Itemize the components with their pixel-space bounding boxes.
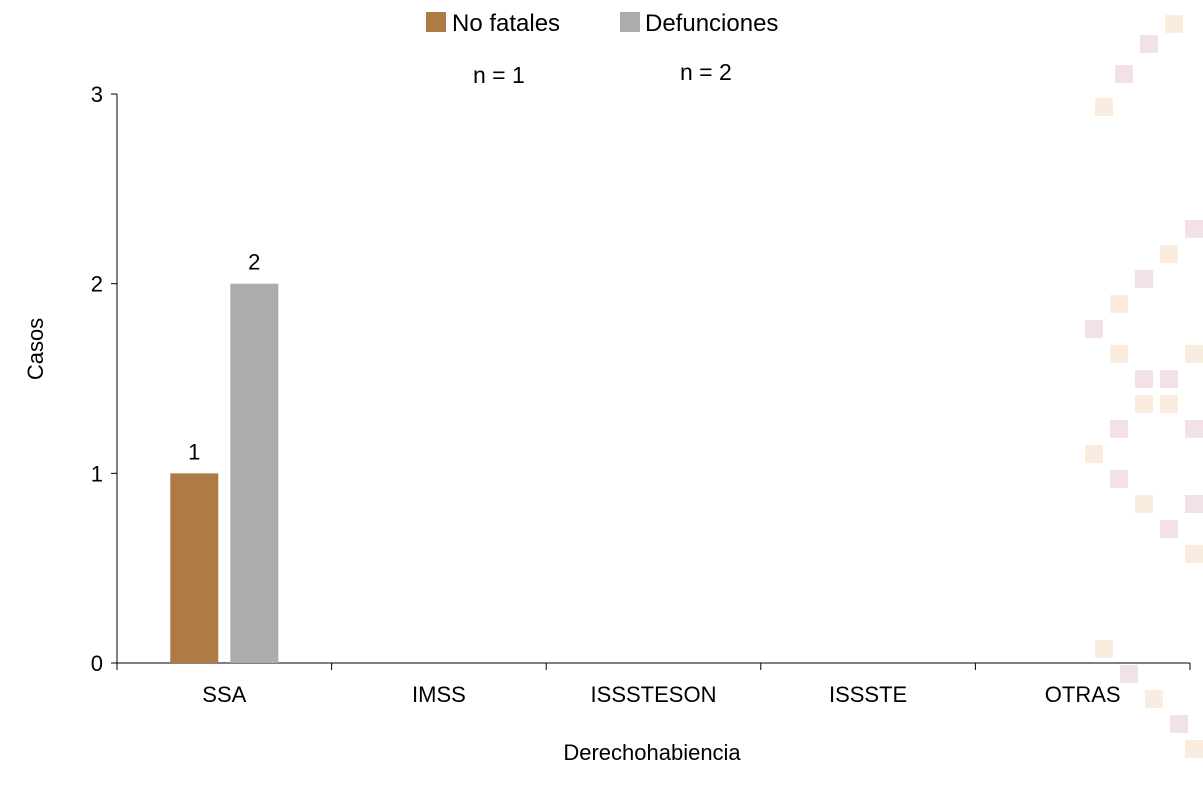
decor-block: [1160, 370, 1178, 388]
x-axis-title: Derechohabiencia: [563, 740, 741, 765]
decor-block: [1085, 320, 1103, 338]
annotation-n-no-fatales: n = 1: [473, 62, 525, 88]
decor-block: [1135, 270, 1153, 288]
decor-block: [1185, 495, 1203, 513]
decor-block: [1135, 370, 1153, 388]
legend-swatch-no-fatales: [426, 12, 446, 32]
y-axis-title: Casos: [23, 318, 48, 380]
decor-block: [1110, 295, 1128, 313]
decor-block: [1110, 345, 1128, 363]
decor-block: [1160, 520, 1178, 538]
decor-block: [1110, 420, 1128, 438]
decor-block: [1145, 690, 1163, 708]
decor-block: [1165, 15, 1183, 33]
x-tick-label: ISSSTE: [829, 682, 907, 707]
decor-block: [1185, 545, 1203, 563]
legend-swatch-defunciones: [620, 12, 640, 32]
y-tick-label: 3: [91, 82, 103, 107]
decor-block: [1135, 495, 1153, 513]
decor-block: [1185, 345, 1203, 363]
bars: 12: [170, 250, 279, 663]
annotation-n-defunciones: n = 2: [680, 59, 732, 85]
decorative-watermark-pattern: [1085, 15, 1203, 758]
data-label: 1: [188, 439, 200, 464]
decor-block: [1160, 395, 1178, 413]
legend-label-defunciones: Defunciones: [645, 10, 778, 37]
legend-label-no-fatales: No fatales: [452, 10, 560, 37]
y-tick-label: 0: [91, 651, 103, 676]
decor-block: [1110, 470, 1128, 488]
decor-block: [1115, 65, 1133, 83]
legend: No fatales Defunciones: [426, 10, 778, 37]
x-tick-label: IMSS: [412, 682, 466, 707]
decor-block: [1120, 665, 1138, 683]
decor-block: [1095, 640, 1113, 658]
y-tick-label: 1: [91, 461, 103, 486]
decor-block: [1185, 220, 1203, 238]
decor-block: [1185, 420, 1203, 438]
decor-block: [1185, 740, 1203, 758]
bar-defunciones-ssa: [230, 283, 279, 663]
y-tick-label: 2: [91, 272, 103, 297]
decor-block: [1085, 445, 1103, 463]
y-axis-ticks: 0 1 2 3: [91, 82, 117, 676]
x-tick-label: SSA: [202, 682, 246, 707]
decor-block: [1160, 245, 1178, 263]
decor-block: [1170, 715, 1188, 733]
decor-block: [1140, 35, 1158, 53]
decor-block: [1135, 395, 1153, 413]
bar-no-fatales-ssa: [170, 473, 219, 663]
x-tick-label: ISSSTESON: [591, 682, 717, 707]
x-axis-ticks: SSA IMSS ISSSTESON ISSSTE OTRAS: [116, 663, 1191, 707]
decor-block: [1095, 98, 1113, 116]
data-label: 2: [248, 250, 260, 275]
x-tick-label: OTRAS: [1045, 682, 1121, 707]
